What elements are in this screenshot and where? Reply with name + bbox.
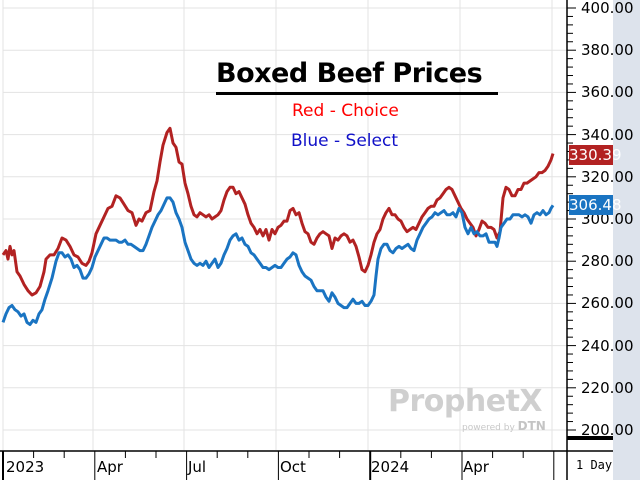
y-tick-label: 320.00 (581, 167, 634, 186)
y-tick-label: 220.00 (581, 378, 634, 397)
grid-lines (2, 0, 567, 450)
x-tick-label: Jul (188, 458, 207, 476)
prophetx-watermark: ProphetX (388, 384, 543, 419)
y-tick-label: 240.00 (581, 336, 634, 355)
dtn-logo-text: DTN (517, 419, 546, 433)
legend-choice: Red - Choice (292, 101, 399, 121)
y-tick-label: 340.00 (581, 125, 634, 144)
y-tick-label: 260.00 (581, 294, 634, 313)
title-underline (216, 92, 498, 95)
axes (0, 0, 613, 480)
y-tick-label: 200.00 (581, 421, 634, 439)
powered-by-text: powered by (462, 423, 515, 433)
period-selector[interactable]: 1 Day (576, 458, 613, 472)
y-tick-label: 400.00 (581, 0, 634, 17)
chart-title: Boxed Beef Prices (216, 58, 483, 89)
series-lines (1, 126, 555, 326)
x-tick-label: 2023 (6, 458, 45, 476)
powered-by-dtn-watermark: powered by DTN (462, 419, 546, 433)
x-tick-label: 2024 (371, 458, 410, 476)
x-tick-label: Apr (463, 458, 489, 476)
choice-line (1, 126, 555, 297)
x-tick-label: Oct (280, 458, 306, 476)
legend-select: Blue - Select (291, 131, 399, 151)
y-tick-label: 280.00 (581, 252, 634, 271)
axis-scroll-strip[interactable] (613, 0, 640, 480)
choice-last-price-tag: 330.39 (569, 144, 622, 165)
y-tick-label: 360.00 (581, 83, 634, 102)
y-tick-label: 380.00 (581, 41, 634, 60)
select-line (1, 196, 555, 326)
x-tick-label: Apr (97, 458, 123, 476)
select-last-price-tag: 306.48 (569, 195, 622, 216)
